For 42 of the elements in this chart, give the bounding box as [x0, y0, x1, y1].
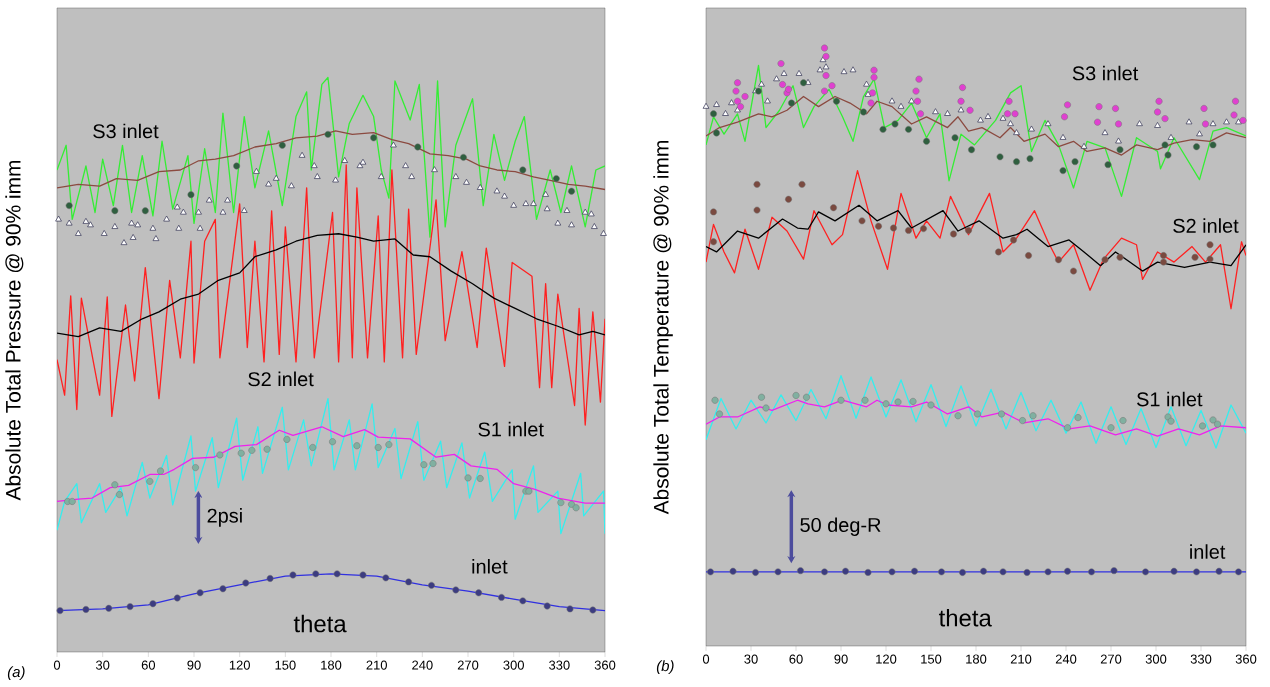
annotation: S2 inlet [248, 371, 314, 387]
x-tick-label: 30 [95, 660, 110, 670]
x-tick-label: 0 [53, 660, 61, 670]
x-tick-label: 180 [321, 660, 342, 670]
x-tick-label: 30 [744, 654, 758, 664]
x-axis-title: theta [938, 608, 992, 627]
x-tick-label: 0 [702, 654, 710, 664]
annotation: S1 inlet [1137, 391, 1203, 407]
x-tick-label: 60 [789, 654, 803, 664]
x-tick-label: 90 [187, 660, 201, 670]
x-tick-label: 240 [412, 660, 433, 670]
y-axis-title: Absolute Total Pressure @ 90% imm [5, 160, 24, 501]
x-tick-label: 150 [921, 654, 942, 664]
annotation: 50 deg-R [800, 517, 881, 536]
x-tick-label: 300 [503, 660, 524, 670]
x-tick-label: 360 [594, 660, 616, 670]
annotation: S1 inlet [478, 421, 544, 437]
x-tick-label: 270 [457, 660, 479, 670]
x-axis-title: theta [293, 614, 347, 633]
x-tick-label: 210 [1010, 654, 1032, 664]
x-tick-label: 240 [1055, 654, 1077, 664]
annotation: inlet [472, 559, 508, 574]
annotation: 2psi [207, 508, 242, 527]
text: (a) [7, 666, 25, 681]
x-tick-label: 330 [1190, 654, 1212, 664]
x-tick-label: 210 [366, 660, 387, 670]
x-tick-label: 180 [966, 654, 987, 664]
x-tick-label: 150 [275, 660, 296, 670]
text: (b) [656, 660, 674, 675]
annotation: S2 inlet [1173, 218, 1239, 233]
x-tick-label: 300 [1145, 654, 1167, 664]
y-axis-title: Absolute Total Temperature @ 90% imm [653, 141, 673, 515]
annotation: S3 inlet [1072, 65, 1139, 81]
x-tick-label: 270 [1100, 654, 1122, 664]
x-tick-label: 120 [876, 654, 897, 664]
annotation: inlet [1190, 544, 1226, 559]
annotation: S3 inlet [93, 123, 159, 139]
x-tick-label: 330 [549, 660, 570, 670]
x-tick-label: 90 [834, 654, 848, 664]
x-tick-label: 60 [141, 660, 156, 670]
x-tick-label: 120 [229, 660, 250, 670]
x-tick-label: 360 [1235, 654, 1257, 664]
